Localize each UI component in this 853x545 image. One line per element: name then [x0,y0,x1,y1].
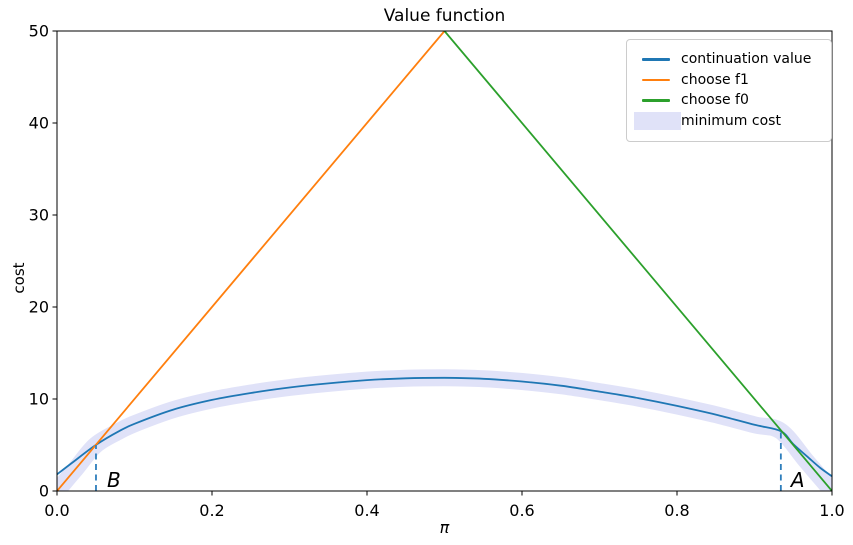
continuation-value-line [57,376,832,478]
legend-item-label: choose f0 [681,92,749,109]
y-tick-label: 40 [29,114,49,133]
chart-title: Value function [383,6,506,26]
swatch-color [642,58,670,61]
x-axis-label: π [439,518,450,537]
plot-border [56,30,833,492]
x-tick-label: 0.0 [44,501,69,520]
y-axis-label: cost [10,262,28,294]
x-tick-label: 1.0 [819,501,844,520]
legend-item-continuation-value: continuation value [627,49,831,70]
legend: continuation value choose f1 choose f0 mini… [626,39,832,142]
y-tick-label: 50 [29,22,49,41]
legend-item-choose-f0: choose f0 [627,90,831,111]
x-tick-label: 0.2 [199,501,224,520]
x-tick-label: 0.8 [664,501,689,520]
choose-f1-line [57,31,446,491]
x-tick-label: 0.4 [354,501,379,520]
swatch-color [634,111,681,130]
choose-f0-line [443,31,832,491]
y-tick-label: 0 [39,482,49,501]
legend-line-swatch [627,78,681,81]
legend-item-label: choose f1 [681,71,749,88]
annotation-label-a: A [789,468,805,492]
y-tick-label: 20 [29,298,49,317]
minimum-cost-band [57,369,832,491]
annotation-label-b: B [107,468,121,492]
swatch-color [642,99,670,102]
x-tick-label: 0.6 [509,501,534,520]
legend-line-swatch [627,99,681,102]
legend-patch-swatch [627,111,681,130]
y-tick-label: 10 [29,390,49,409]
legend-line-swatch [627,58,681,61]
y-tick-label: 30 [29,206,49,225]
legend-item-choose-f1: choose f1 [627,70,831,91]
legend-item-minimum-cost: minimum cost [627,111,831,132]
swatch-color [642,78,670,81]
legend-item-label: continuation value [681,51,812,68]
legend-item-label: minimum cost [681,112,781,129]
